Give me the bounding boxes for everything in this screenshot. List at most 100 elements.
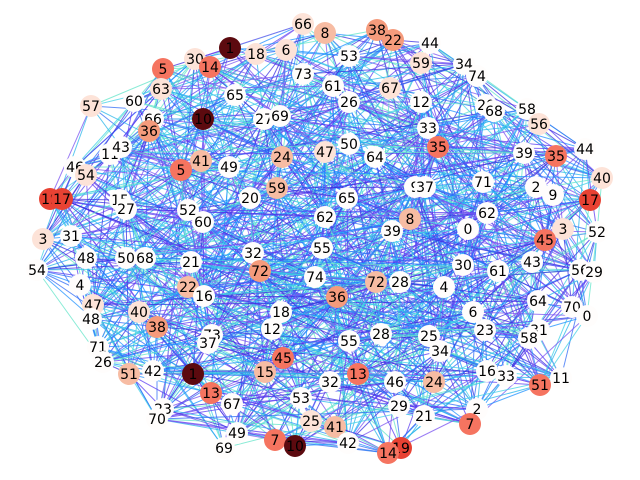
graph-edge	[252, 216, 326, 254]
graph-node-circle	[150, 78, 172, 100]
graph-edge	[443, 104, 487, 288]
graph-node: 2	[525, 176, 547, 198]
graph-edge	[120, 146, 202, 162]
graph-node-label: 66	[294, 17, 312, 33]
graph-node: 17	[579, 189, 601, 211]
graph-node-circle	[365, 271, 387, 293]
graph-node-label: 39	[515, 146, 533, 162]
graph-edge	[42, 238, 140, 313]
graph-node: 12	[410, 91, 432, 113]
graph-edge	[427, 108, 528, 129]
graph-edge	[391, 230, 581, 271]
graph-node-circle	[413, 405, 435, 427]
graph-edge	[348, 55, 465, 65]
graph-edge	[79, 199, 591, 286]
graph-node-circle	[197, 332, 219, 354]
graph-node-circle	[304, 266, 326, 288]
graph-edge	[234, 29, 378, 96]
graph-node-label: 3	[559, 222, 568, 238]
graph-node-circle	[552, 218, 574, 240]
graph-node-label: 6	[469, 305, 478, 321]
graph-node-circle	[382, 29, 404, 51]
graph-node: 10	[284, 435, 306, 457]
graph-node: 18	[270, 301, 292, 323]
graph-node: 72	[249, 260, 271, 282]
graph-node: 35	[545, 145, 567, 167]
graph-node-label: 50	[117, 251, 135, 267]
graph-node-circle	[292, 63, 314, 85]
graph-node-label: 69	[215, 441, 233, 457]
graph-node-label: 62	[316, 210, 334, 226]
graph-edge	[231, 397, 302, 405]
graph-node: 22	[177, 276, 199, 298]
graph-node-circle	[200, 382, 222, 404]
graph-edge	[439, 264, 464, 352]
graph-edge	[49, 166, 230, 200]
graph-node: 37	[414, 176, 436, 198]
graph-node-circle	[115, 198, 137, 220]
graph-edge	[469, 315, 588, 425]
graph-node-label: 12	[263, 322, 281, 338]
graph-node-label: 53	[292, 391, 310, 407]
graph-node-circle	[518, 327, 540, 349]
graph-node: 36	[138, 120, 160, 142]
graph-node-circle	[75, 164, 97, 186]
graph-node: 7	[264, 429, 286, 451]
graph-node: 3	[552, 218, 574, 240]
graph-node-circle	[69, 274, 91, 296]
graph-node-circle	[314, 22, 336, 44]
graph-node-label: 21	[415, 409, 433, 425]
graph-node-circle	[254, 361, 276, 383]
graph-node-label: 36	[140, 124, 158, 140]
graph-edge	[156, 350, 441, 420]
graph-node-circle	[275, 39, 297, 61]
graph-edge	[187, 281, 377, 288]
graph-node-circle	[272, 347, 294, 369]
graph-node-label: 69	[271, 109, 289, 125]
graph-node-circle	[292, 13, 314, 35]
graph-node-circle	[579, 189, 601, 211]
graph-node-label: 33	[497, 369, 515, 385]
graph-node: 41	[324, 416, 346, 438]
graph-node-label: 27	[117, 202, 135, 218]
graph-node: 14	[199, 56, 221, 78]
graph-edge	[357, 329, 486, 375]
graph-node-label: 74	[468, 69, 486, 85]
graph-node: 18	[245, 43, 267, 65]
graph-edge	[190, 218, 411, 263]
graph-edge	[424, 186, 539, 302]
graph-node-circle	[429, 340, 451, 362]
graph-node-label: 65	[226, 88, 244, 104]
graph-node-circle	[381, 220, 403, 242]
graph-edge	[346, 186, 416, 199]
graph-node-label: 15	[256, 365, 274, 381]
graph-edge	[505, 231, 598, 377]
graph-edge	[152, 94, 236, 120]
graph-node: 4	[69, 274, 91, 296]
graph-node: 44	[574, 138, 596, 160]
graph-node: 46	[384, 371, 406, 393]
graph-edge	[437, 108, 528, 148]
graph-edge	[539, 315, 588, 386]
graph-edge	[180, 169, 251, 199]
graph-edge	[236, 381, 331, 434]
graph-edge	[348, 75, 478, 145]
graph-edge	[202, 49, 287, 120]
graph-node: 40	[591, 167, 613, 189]
graph-node: 1	[219, 37, 241, 59]
graph-edge	[156, 418, 349, 444]
graph-node: 33	[495, 365, 517, 387]
graph-node: 34	[429, 340, 451, 362]
graph-edge	[192, 373, 238, 434]
graph-node-label: 68	[136, 251, 154, 267]
graph-node-label: 2	[532, 180, 541, 196]
graph-node: 48	[80, 308, 102, 330]
graph-node-circle	[192, 108, 214, 130]
graph-node: 7	[459, 413, 481, 435]
graph-edge	[485, 104, 603, 179]
graph-edge	[90, 270, 499, 320]
graph-edge	[437, 146, 564, 230]
graph-edge	[223, 286, 445, 449]
graph-node-label: 0	[464, 222, 473, 238]
graph-edge	[249, 115, 281, 199]
